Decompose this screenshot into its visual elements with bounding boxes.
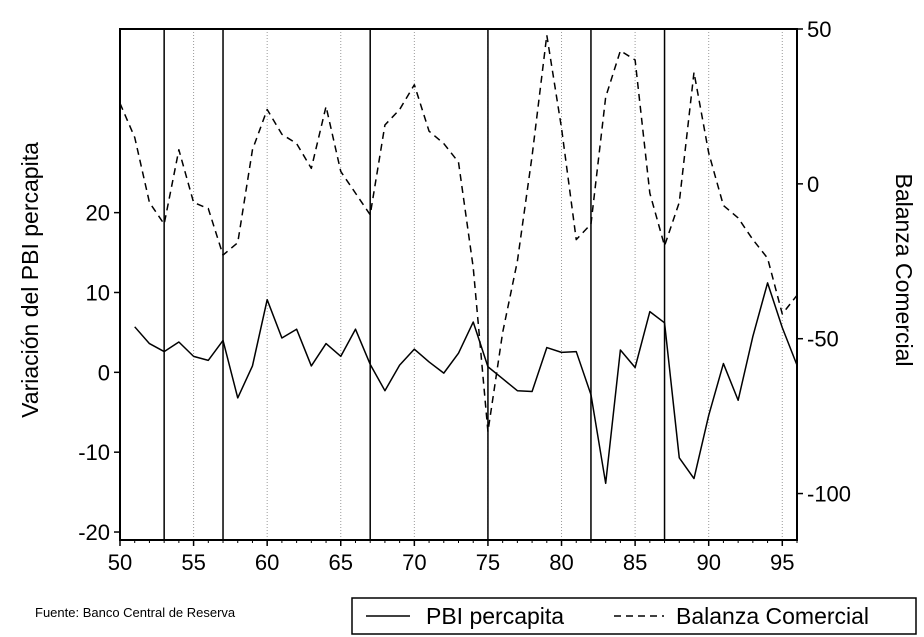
right-tick-label: -100 [807, 482, 851, 507]
x-tick-label: 65 [329, 550, 353, 575]
right-tick-label: 0 [807, 172, 819, 197]
axes: 50 55 60 65 70 75 80 85 90 95 20 10 0 -10 -20 50 0 -50 -10… [78, 17, 851, 575]
series-line-pbi-percapita [134, 282, 798, 485]
x-tick-label: 75 [476, 550, 500, 575]
source-note: Fuente: Banco Central de Reserva [35, 605, 236, 620]
event-markers [163, 29, 666, 540]
x-tick-label: 50 [108, 550, 132, 575]
left-tick-label: 10 [86, 280, 110, 305]
left-axis-title: Variación del PBI percapita [17, 142, 43, 418]
right-axis-title: Balanza Comercial [891, 173, 917, 366]
x-tick-label: 80 [549, 550, 573, 575]
x-tick-label: 95 [770, 550, 794, 575]
right-tick-label: -50 [807, 327, 839, 352]
x-tick-label: 85 [623, 550, 647, 575]
x-tick-label: 55 [181, 550, 205, 575]
legend: PBI percapita Balanza Comercial [351, 597, 917, 635]
legend-label-pbi: PBI percapita [426, 603, 564, 629]
x-tick-label: 90 [696, 550, 720, 575]
series-layer [119, 34, 798, 485]
right-tick-label: 50 [807, 17, 831, 42]
x-tick-label: 70 [402, 550, 426, 575]
left-tick-label: 20 [86, 201, 110, 226]
plot-frame [119, 28, 798, 541]
left-tick-label: -20 [78, 520, 110, 545]
x-tick-label: 60 [255, 550, 279, 575]
left-tick-label: 0 [98, 360, 110, 385]
legend-box [351, 597, 917, 635]
legend-label-balanza: Balanza Comercial [676, 603, 869, 629]
left-tick-label: -10 [78, 440, 110, 465]
series-line-balanza-comercial [119, 34, 798, 433]
